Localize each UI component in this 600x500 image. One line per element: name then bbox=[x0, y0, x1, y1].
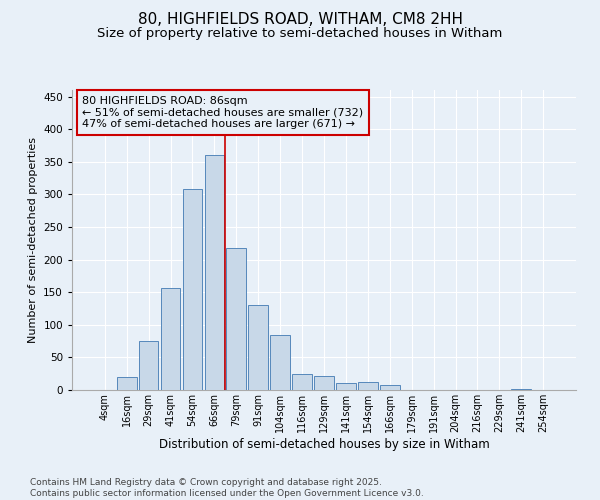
Bar bbox=[511, 388, 531, 390]
Bar bbox=[226, 248, 246, 390]
Text: Size of property relative to semi-detached houses in Witham: Size of property relative to semi-detach… bbox=[97, 28, 503, 40]
Bar bbox=[270, 335, 290, 390]
Bar bbox=[205, 155, 224, 390]
Text: 80 HIGHFIELDS ROAD: 86sqm
← 51% of semi-detached houses are smaller (732)
47% of: 80 HIGHFIELDS ROAD: 86sqm ← 51% of semi-… bbox=[82, 96, 363, 129]
Text: 80, HIGHFIELDS ROAD, WITHAM, CM8 2HH: 80, HIGHFIELDS ROAD, WITHAM, CM8 2HH bbox=[137, 12, 463, 28]
Y-axis label: Number of semi-detached properties: Number of semi-detached properties bbox=[28, 137, 38, 343]
Bar bbox=[139, 341, 158, 390]
Text: Contains HM Land Registry data © Crown copyright and database right 2025.
Contai: Contains HM Land Registry data © Crown c… bbox=[30, 478, 424, 498]
Bar bbox=[292, 374, 312, 390]
Bar bbox=[380, 385, 400, 390]
X-axis label: Distribution of semi-detached houses by size in Witham: Distribution of semi-detached houses by … bbox=[158, 438, 490, 450]
Bar bbox=[358, 382, 378, 390]
Bar bbox=[314, 376, 334, 390]
Bar bbox=[248, 305, 268, 390]
Bar bbox=[182, 189, 202, 390]
Bar bbox=[117, 377, 137, 390]
Bar bbox=[336, 384, 356, 390]
Bar bbox=[161, 288, 181, 390]
